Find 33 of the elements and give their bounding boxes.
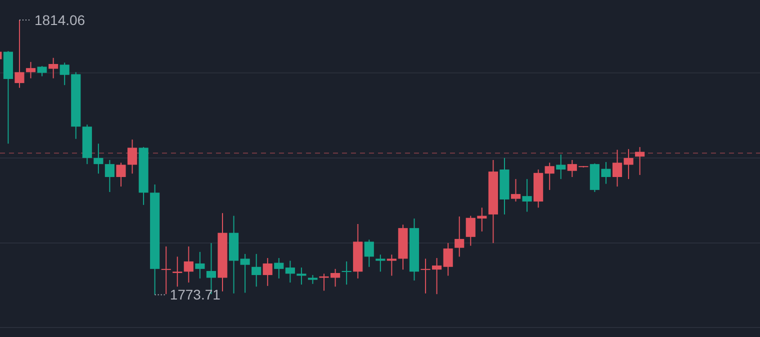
candlestick bbox=[510, 178, 521, 202]
candlestick bbox=[296, 267, 306, 286]
candlestick bbox=[94, 143, 104, 174]
candlestick bbox=[48, 57, 58, 79]
candlestick bbox=[342, 260, 352, 286]
candlestick bbox=[26, 61, 36, 79]
candlestick bbox=[184, 246, 194, 284]
candlestick bbox=[172, 256, 182, 288]
candlestick bbox=[285, 260, 295, 284]
candlestick bbox=[127, 139, 138, 174]
candlestick bbox=[522, 178, 532, 212]
annotation: 1814.06 bbox=[34, 12, 86, 28]
candlestick bbox=[612, 149, 622, 188]
candlestick bbox=[161, 246, 171, 295]
candlestick bbox=[104, 159, 115, 192]
candlestick bbox=[364, 239, 374, 268]
annotation: 1773.71 bbox=[170, 286, 221, 303]
candlestick bbox=[443, 242, 453, 276]
candlestick bbox=[262, 258, 272, 286]
candlestick bbox=[376, 254, 386, 272]
candlestick bbox=[544, 162, 554, 190]
candlestick bbox=[116, 162, 126, 188]
candlestick bbox=[624, 148, 634, 180]
candlestick bbox=[454, 216, 464, 258]
candlestick bbox=[635, 146, 645, 176]
candlestick bbox=[556, 154, 566, 180]
candlestick bbox=[240, 253, 250, 294]
candlestick bbox=[386, 254, 396, 276]
candlestick bbox=[195, 251, 205, 279]
candlestick bbox=[274, 258, 284, 279]
candlestick bbox=[14, 20, 24, 88]
candlestick bbox=[37, 66, 47, 77]
candlestick bbox=[252, 253, 262, 288]
